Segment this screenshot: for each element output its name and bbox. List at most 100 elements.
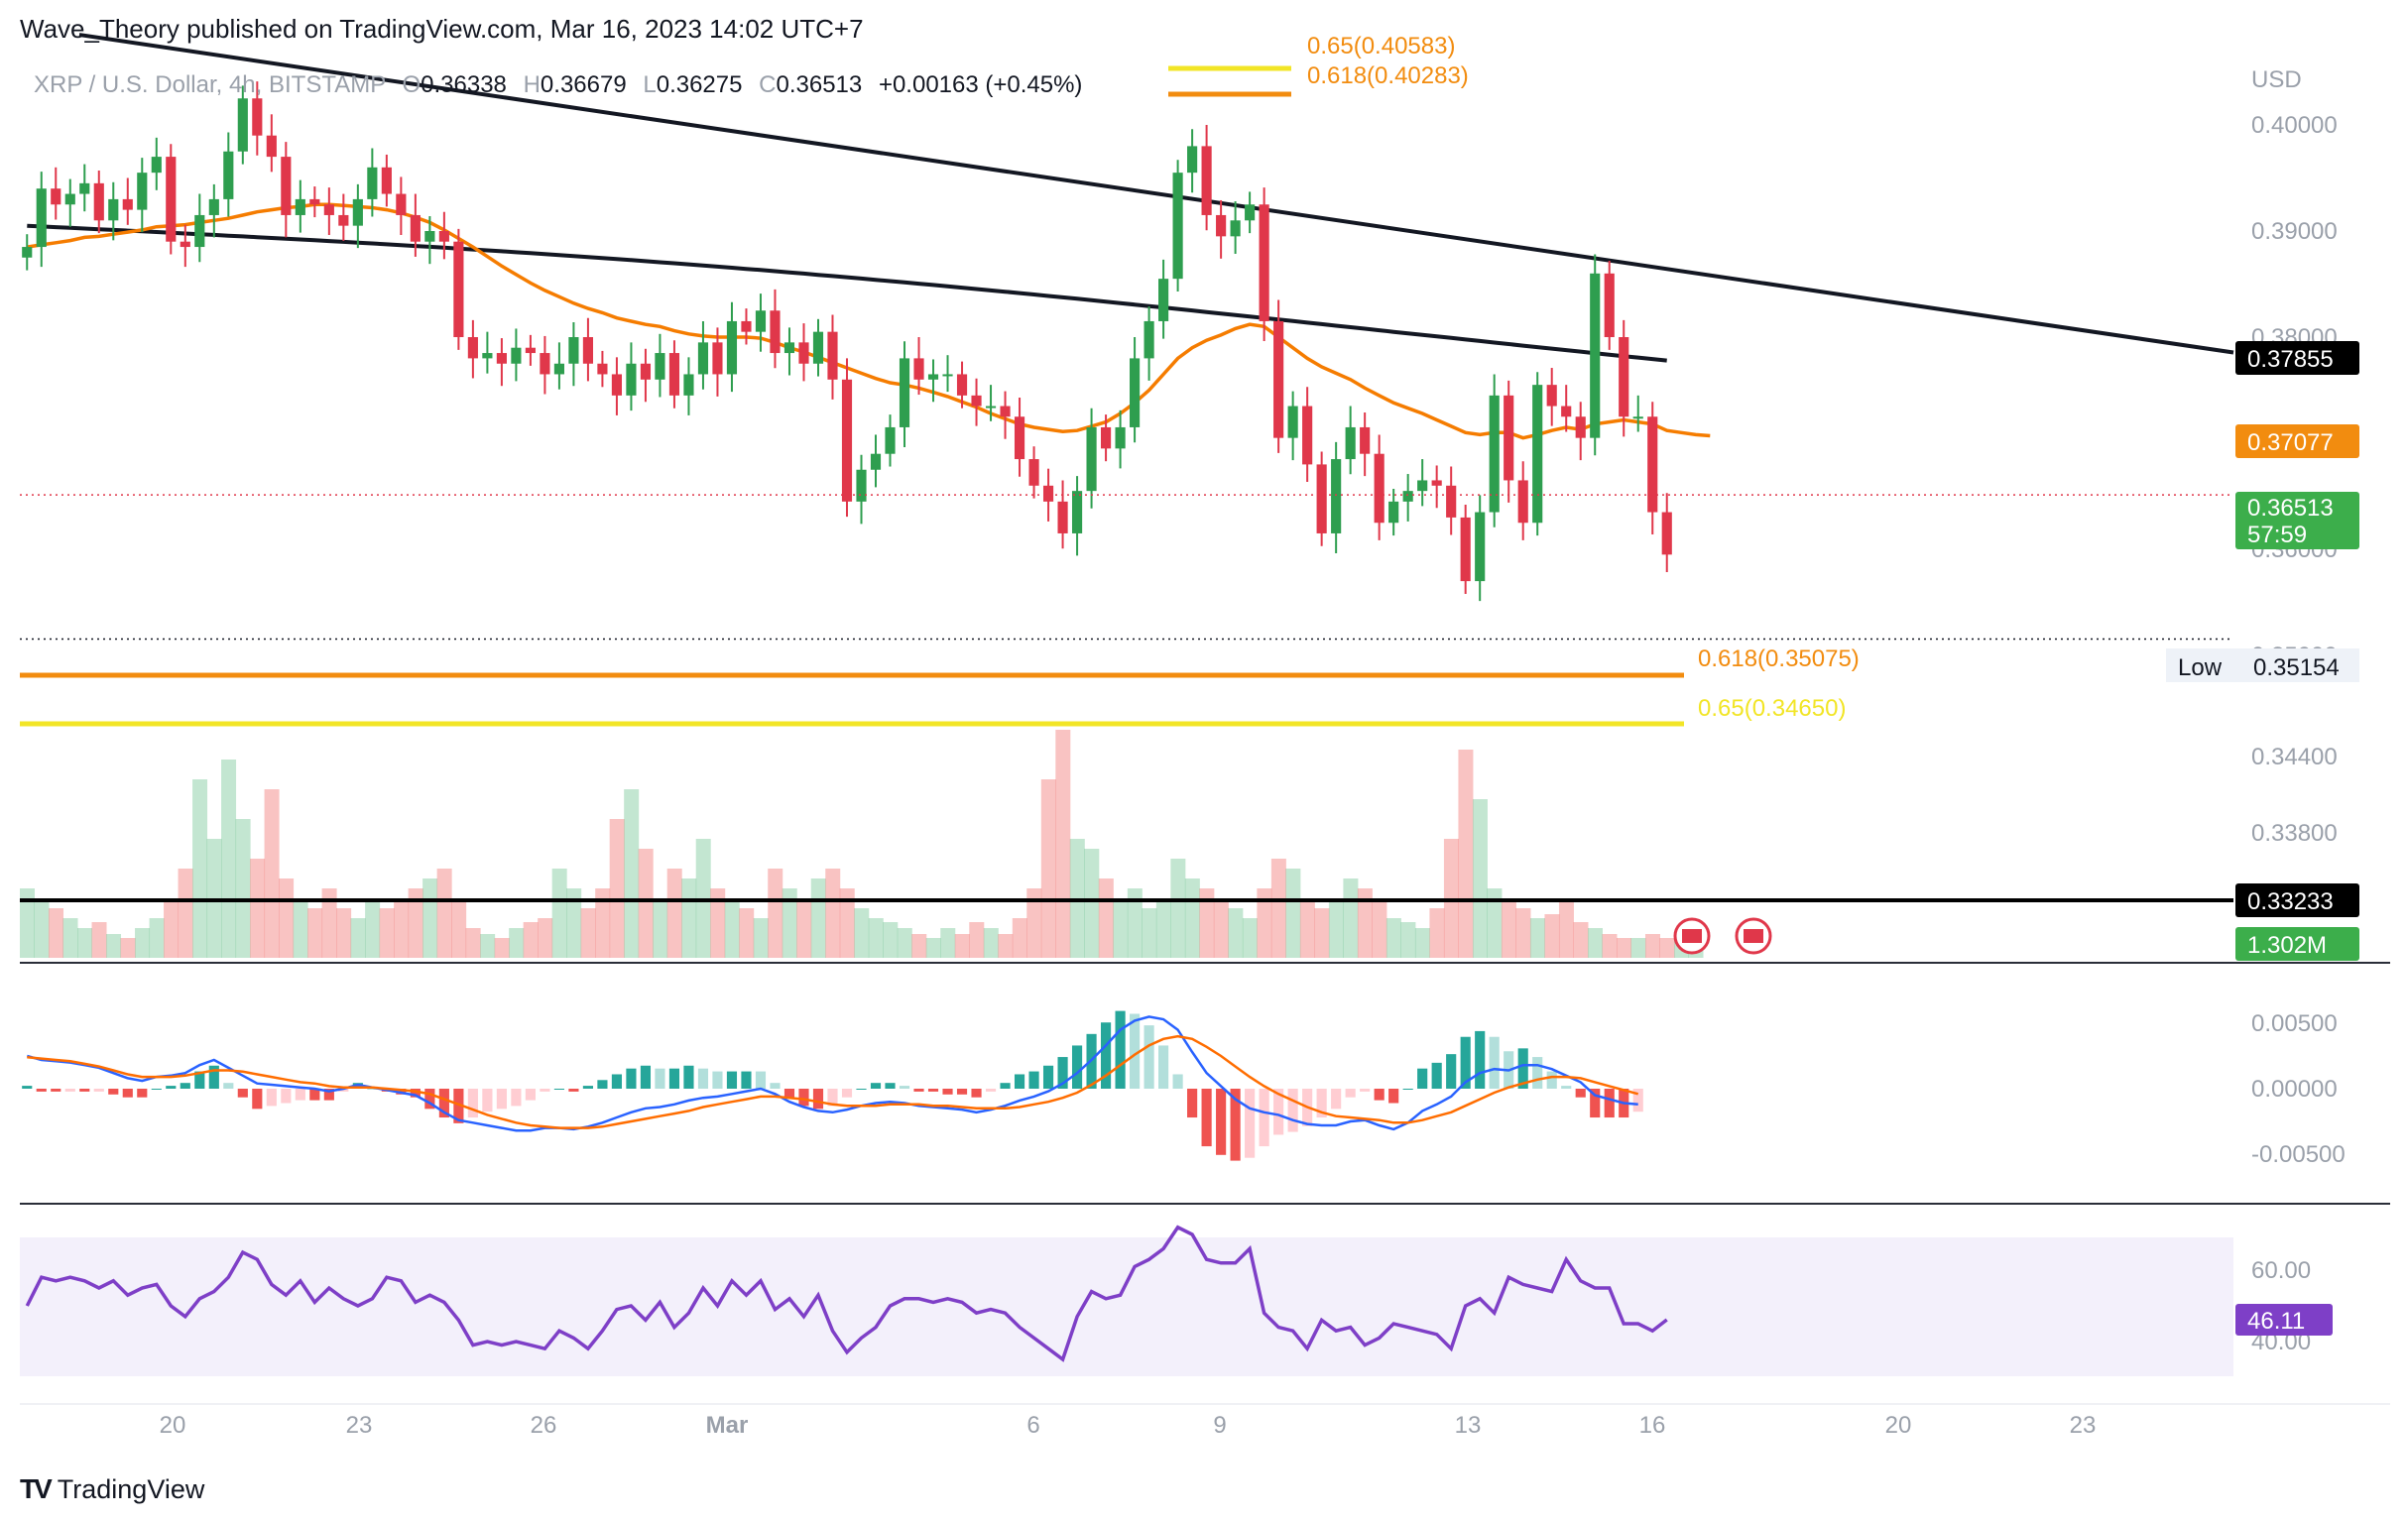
macd-histogram-bar <box>1201 1089 1212 1147</box>
macd-histogram-bar <box>841 1089 853 1098</box>
macd-histogram-bar <box>985 1089 997 1092</box>
candle-body <box>870 453 882 470</box>
candle-body <box>856 469 867 502</box>
macd-histogram-bar <box>1057 1057 1068 1089</box>
macd-histogram-bar <box>1590 1089 1601 1118</box>
volume-bar <box>1372 898 1387 958</box>
volume-bar <box>192 779 208 958</box>
macd-histogram-bar <box>1259 1089 1269 1147</box>
volume-bar <box>1314 908 1330 958</box>
candle-body <box>655 353 665 380</box>
candle-body <box>64 193 75 205</box>
macd-histogram-bar <box>827 1089 838 1107</box>
macd-histogram-bar <box>582 1086 593 1089</box>
candle-body <box>1504 395 1514 481</box>
open-label: O <box>402 71 421 98</box>
volume-bar <box>221 760 237 958</box>
candle-body <box>626 363 637 396</box>
close-value: 0.36513 <box>776 71 863 98</box>
macd-histogram-bar <box>655 1068 665 1089</box>
volume-bar <box>336 908 352 958</box>
last-price-label: 0.36513 <box>2247 495 2334 522</box>
candle-body <box>1014 416 1025 460</box>
symbol-legend[interactable]: XRP / U.S. Dollar, 4h, BITSTAMP O0.36338… <box>34 71 1082 99</box>
macd-histogram-bar <box>1604 1089 1615 1118</box>
candle-body <box>568 337 579 364</box>
candle-body <box>281 157 292 215</box>
ema50-price-label: 0.37077 <box>2247 429 2334 456</box>
volume-bar <box>897 928 912 958</box>
macd-histogram-bar <box>1360 1089 1371 1092</box>
volume-bar <box>1270 859 1286 958</box>
candle-body <box>956 374 968 396</box>
macd-histogram-bar <box>194 1071 205 1089</box>
macd-histogram-bar <box>1331 1089 1342 1110</box>
candle-body <box>582 337 593 364</box>
macd-histogram-bar <box>1187 1089 1198 1118</box>
candle-body <box>137 173 148 210</box>
candle-body <box>1561 406 1572 417</box>
candle-body <box>352 198 363 226</box>
candle-body <box>1590 273 1601 438</box>
candle-body <box>1086 426 1097 492</box>
macd-histogram-bar <box>726 1071 738 1089</box>
candle-body <box>194 214 205 248</box>
low-label-bg <box>2166 648 2359 682</box>
candle-body <box>770 310 781 354</box>
x-tick-label: 23 <box>346 1412 373 1439</box>
candle-body <box>611 374 623 396</box>
volume-bar <box>1630 938 1646 958</box>
volume-bar <box>394 898 410 958</box>
macd-histogram-bar <box>1028 1071 1039 1089</box>
volume-bar <box>1328 898 1344 958</box>
candle-body <box>1172 173 1183 280</box>
volume-bar <box>1012 918 1027 958</box>
macd-histogram-bar <box>1014 1074 1025 1089</box>
volume-bar <box>1242 918 1258 958</box>
candle-body <box>467 337 478 359</box>
candle-body <box>1287 406 1298 438</box>
macd-histogram-bar <box>64 1089 75 1092</box>
macd-histogram-bar <box>295 1089 305 1101</box>
candle-body <box>496 353 507 364</box>
candle-body <box>208 198 219 215</box>
macd-histogram-bar <box>798 1089 809 1107</box>
macd-histogram-bar <box>568 1089 579 1092</box>
fib-label-upper-yellow: 0.65(0.40583) <box>1307 33 1455 59</box>
macd-line <box>26 1015 1638 1132</box>
volume-bar <box>408 888 423 958</box>
candle-body <box>525 347 536 354</box>
candle-body <box>553 363 564 375</box>
macd-histogram-bar <box>1101 1022 1112 1089</box>
macd-histogram-bar <box>611 1074 623 1089</box>
candle-body <box>1517 480 1528 524</box>
volume-bar <box>1113 898 1129 958</box>
candle-body <box>668 353 680 396</box>
macd-histogram-bar <box>137 1089 148 1098</box>
volume-bar <box>451 898 467 958</box>
tradingview-logo[interactable]: TV TradingView <box>20 1473 204 1505</box>
candle-body <box>1546 385 1557 407</box>
volume-bar <box>969 922 985 958</box>
candle-body <box>1431 480 1442 486</box>
candle-body <box>438 231 449 242</box>
close-label: C <box>759 71 777 98</box>
macd-histogram-bar <box>1273 1089 1284 1135</box>
macd-histogram-bar <box>252 1089 263 1110</box>
macd-histogram-bar <box>1172 1074 1183 1089</box>
candle-body <box>237 98 248 152</box>
candle-body <box>79 182 90 194</box>
candle-body <box>1632 416 1643 419</box>
macd-histogram-bar <box>338 1089 349 1092</box>
volume-bar <box>77 928 93 958</box>
volume-bar <box>911 934 927 958</box>
volume-bar <box>1659 938 1675 958</box>
volume-label: 1.302M <box>2247 932 2327 959</box>
candle-body <box>1345 426 1356 460</box>
volume-bar <box>1343 878 1359 958</box>
macd-histogram-bar <box>1071 1045 1083 1089</box>
macd-histogram-bar <box>1417 1068 1428 1089</box>
x-tick-label: 26 <box>531 1412 557 1439</box>
macd-histogram-bar <box>438 1089 449 1118</box>
